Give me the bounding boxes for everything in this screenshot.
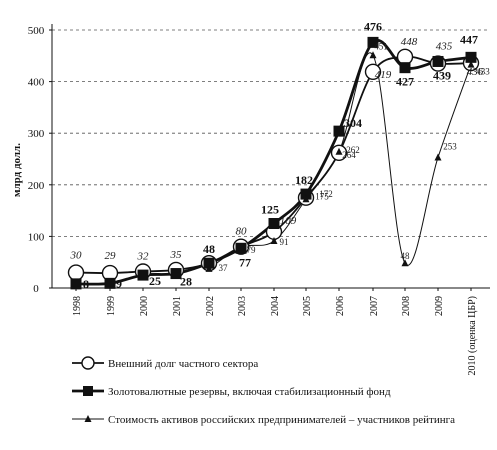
data-label: 30 — [70, 250, 83, 262]
data-label: 37 — [219, 263, 229, 273]
data-label: 304 — [344, 116, 362, 130]
data-label: 427 — [396, 75, 414, 89]
triangle-marker — [335, 147, 343, 155]
circle-marker — [396, 48, 414, 66]
y-tick-label: 200 — [28, 180, 45, 192]
data-label: 433 — [476, 67, 490, 77]
square-marker — [170, 268, 182, 280]
square-marker — [104, 277, 116, 289]
x-tick-labels: 1998 1999 2000 2001 2002 2003 2004 2005 2006 2007… — [72, 296, 478, 375]
data-label: 125 — [261, 203, 279, 217]
legend-label: Золотовалютные резервы, включая стабилиз… — [108, 386, 391, 398]
square-marker — [70, 278, 82, 290]
triangle-marker — [467, 60, 475, 68]
data-label: 182 — [295, 173, 313, 187]
triangle-marker — [369, 51, 377, 59]
x-tick-label: 2007 — [369, 296, 380, 316]
triangle-marker — [205, 264, 213, 272]
y-tick-label: 0 — [33, 283, 39, 295]
x-tick-label: 1998 — [72, 296, 83, 316]
data-label: 253 — [443, 141, 457, 151]
data-label: 28 — [180, 275, 192, 289]
data-label: 79 — [247, 245, 257, 255]
circle-marker — [67, 264, 85, 281]
square-marker — [333, 125, 345, 137]
data-label: 9 — [116, 276, 122, 290]
x-tick-label: 2006 — [335, 296, 346, 316]
y-tick-label: 500 — [28, 25, 45, 37]
x-tick-label: 2000 — [139, 296, 150, 316]
triangle-marker — [237, 243, 245, 251]
square-marker — [465, 51, 477, 63]
x-tick-label: 2001 — [172, 296, 183, 316]
y-tick-label: 100 — [28, 231, 45, 243]
triangle-marker — [302, 195, 310, 203]
data-label: 80 — [236, 226, 248, 238]
legend-triangle-marker — [84, 415, 92, 422]
data-label: 77 — [239, 255, 251, 269]
data-label: 172 — [319, 189, 333, 199]
y-tick-label: 300 — [28, 128, 45, 140]
data-label: 448 — [401, 36, 418, 48]
x-tick-label: 2010 (оценка ЦБР) — [467, 296, 478, 375]
x-tick-label: 1999 — [106, 296, 117, 316]
data-label: 262 — [346, 145, 360, 155]
legend-label: Стоимость активов российских предпринима… — [108, 414, 455, 426]
square-marker — [268, 218, 280, 229]
y-axis-label: млрд долл. — [11, 143, 23, 197]
legend-square-marker — [83, 386, 93, 396]
data-label: 35 — [170, 249, 183, 261]
square-marker — [432, 55, 444, 67]
square-marker — [137, 269, 149, 281]
data-label: 447 — [460, 32, 478, 46]
series-line-2 — [208, 52, 472, 270]
data-label: 25 — [149, 274, 161, 288]
data-label: 48 — [203, 242, 215, 256]
data-label: 91 — [280, 237, 289, 247]
data-label: 435 — [436, 41, 453, 53]
x-tick-label: 2008 — [401, 296, 412, 316]
data-label: 439 — [433, 68, 451, 82]
y-tick-label: 400 — [28, 77, 45, 89]
legend-label: Внешний долг частного сектора — [108, 358, 258, 370]
data-label: 109 — [280, 215, 297, 227]
triangle-marker — [270, 237, 278, 245]
x-tick-label: 2009 — [434, 296, 445, 316]
data-label: 436 — [467, 66, 484, 78]
square-marker — [300, 188, 312, 200]
legend-circle-marker — [81, 356, 95, 370]
data-label: 419 — [375, 69, 392, 81]
x-tick-label: 2003 — [237, 296, 248, 316]
triangle-marker — [401, 259, 409, 267]
square-marker — [367, 36, 379, 48]
data-label: 175 — [315, 192, 329, 202]
series-markers — [67, 36, 480, 290]
data-label: 32 — [137, 250, 150, 262]
legend: Внешний долг частного сектора Золотовалют… — [72, 356, 455, 426]
data-label: 8 — [83, 277, 89, 291]
square-marker — [399, 62, 411, 74]
triangle-marker — [434, 153, 442, 161]
y-tick-labels: 0 100 200 300 400 500 — [28, 25, 45, 295]
data-label: 29 — [105, 250, 117, 262]
data-labels: 30 29 32 35 80 109 175 262 419 448 435 436 8 9 25 28 48 7… — [70, 19, 491, 290]
x-tick-label: 2005 — [302, 296, 313, 316]
square-marker — [203, 257, 215, 269]
circle-marker — [364, 63, 382, 80]
data-label: 264 — [342, 150, 356, 160]
data-label: 48 — [401, 251, 411, 261]
x-tick-label: 2004 — [270, 296, 281, 316]
data-label: 451 — [374, 41, 388, 51]
x-tick-label: 2002 — [205, 296, 216, 316]
data-label: 476 — [364, 19, 382, 33]
